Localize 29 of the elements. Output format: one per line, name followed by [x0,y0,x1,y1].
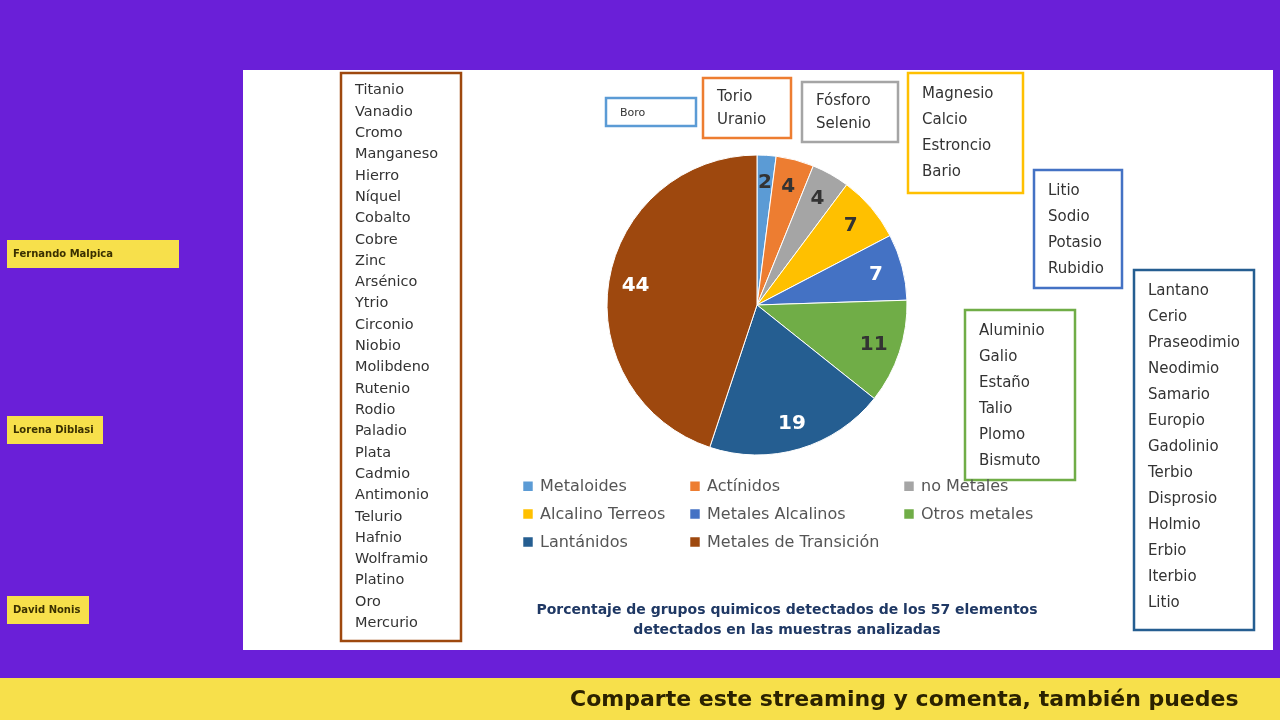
data-label: 4 [810,184,825,209]
legend-label: no Metales [921,476,1009,496]
text: Boro [620,105,646,119]
legend-label: Actínidos [707,476,781,496]
text: Comparte este streaming y comenta, también puedes [570,686,1239,711]
legend-label: Metaloides [540,476,627,496]
text: Magnesio Calcio Estroncio Bario [922,83,994,180]
legend-label: Alcalino Terreos [540,504,666,523]
text: Fósforo Selenio [816,91,871,132]
text: Lorena Diblasi [13,424,94,435]
data-label: 2 [757,169,772,194]
legend-label: Otros metales [921,504,1034,523]
data-label: 11 [859,330,888,355]
text: Fernando Malpica [13,248,114,259]
text: Titanio Vanadio Cromo Manganeso Hierro Níquel Cobalto Cobre Zinc Arsénico Ytrio Circonio Niobio Molibdeno Rutenio Rodio Paladio Plata Cadmio Antimonio Telurio Hafnio Wolframio Platino Oro Mercurio [355,81,439,631]
text: David Nonis [13,604,81,615]
data-label: 44 [621,272,650,297]
legend-label: Metales Alcalinos [707,504,846,523]
legend-label: Metales de Transición [707,532,880,551]
text: Aluminio Galio Estaño Talio Plomo Bismuto [978,320,1045,469]
legend-label: Lantánidos [540,532,628,551]
data-label: 7 [843,212,858,237]
data-label: 19 [778,409,806,434]
data-label: 7 [869,260,883,285]
text: Porcentaje de grupos quimicos detectados de los 57 elementos detectados en las muestras analizadas [536,601,1038,637]
data-label: 4 [781,173,796,198]
text: Lantano Cerio Praseodimio Neodimio Samario Europio Gadolinio Terbio Disprosio Holmio Erbio Iterbio Litio [1148,280,1241,611]
text: Torio Uranio [716,87,767,128]
text: Litio Sodio Potasio Rubidio [1048,180,1104,277]
